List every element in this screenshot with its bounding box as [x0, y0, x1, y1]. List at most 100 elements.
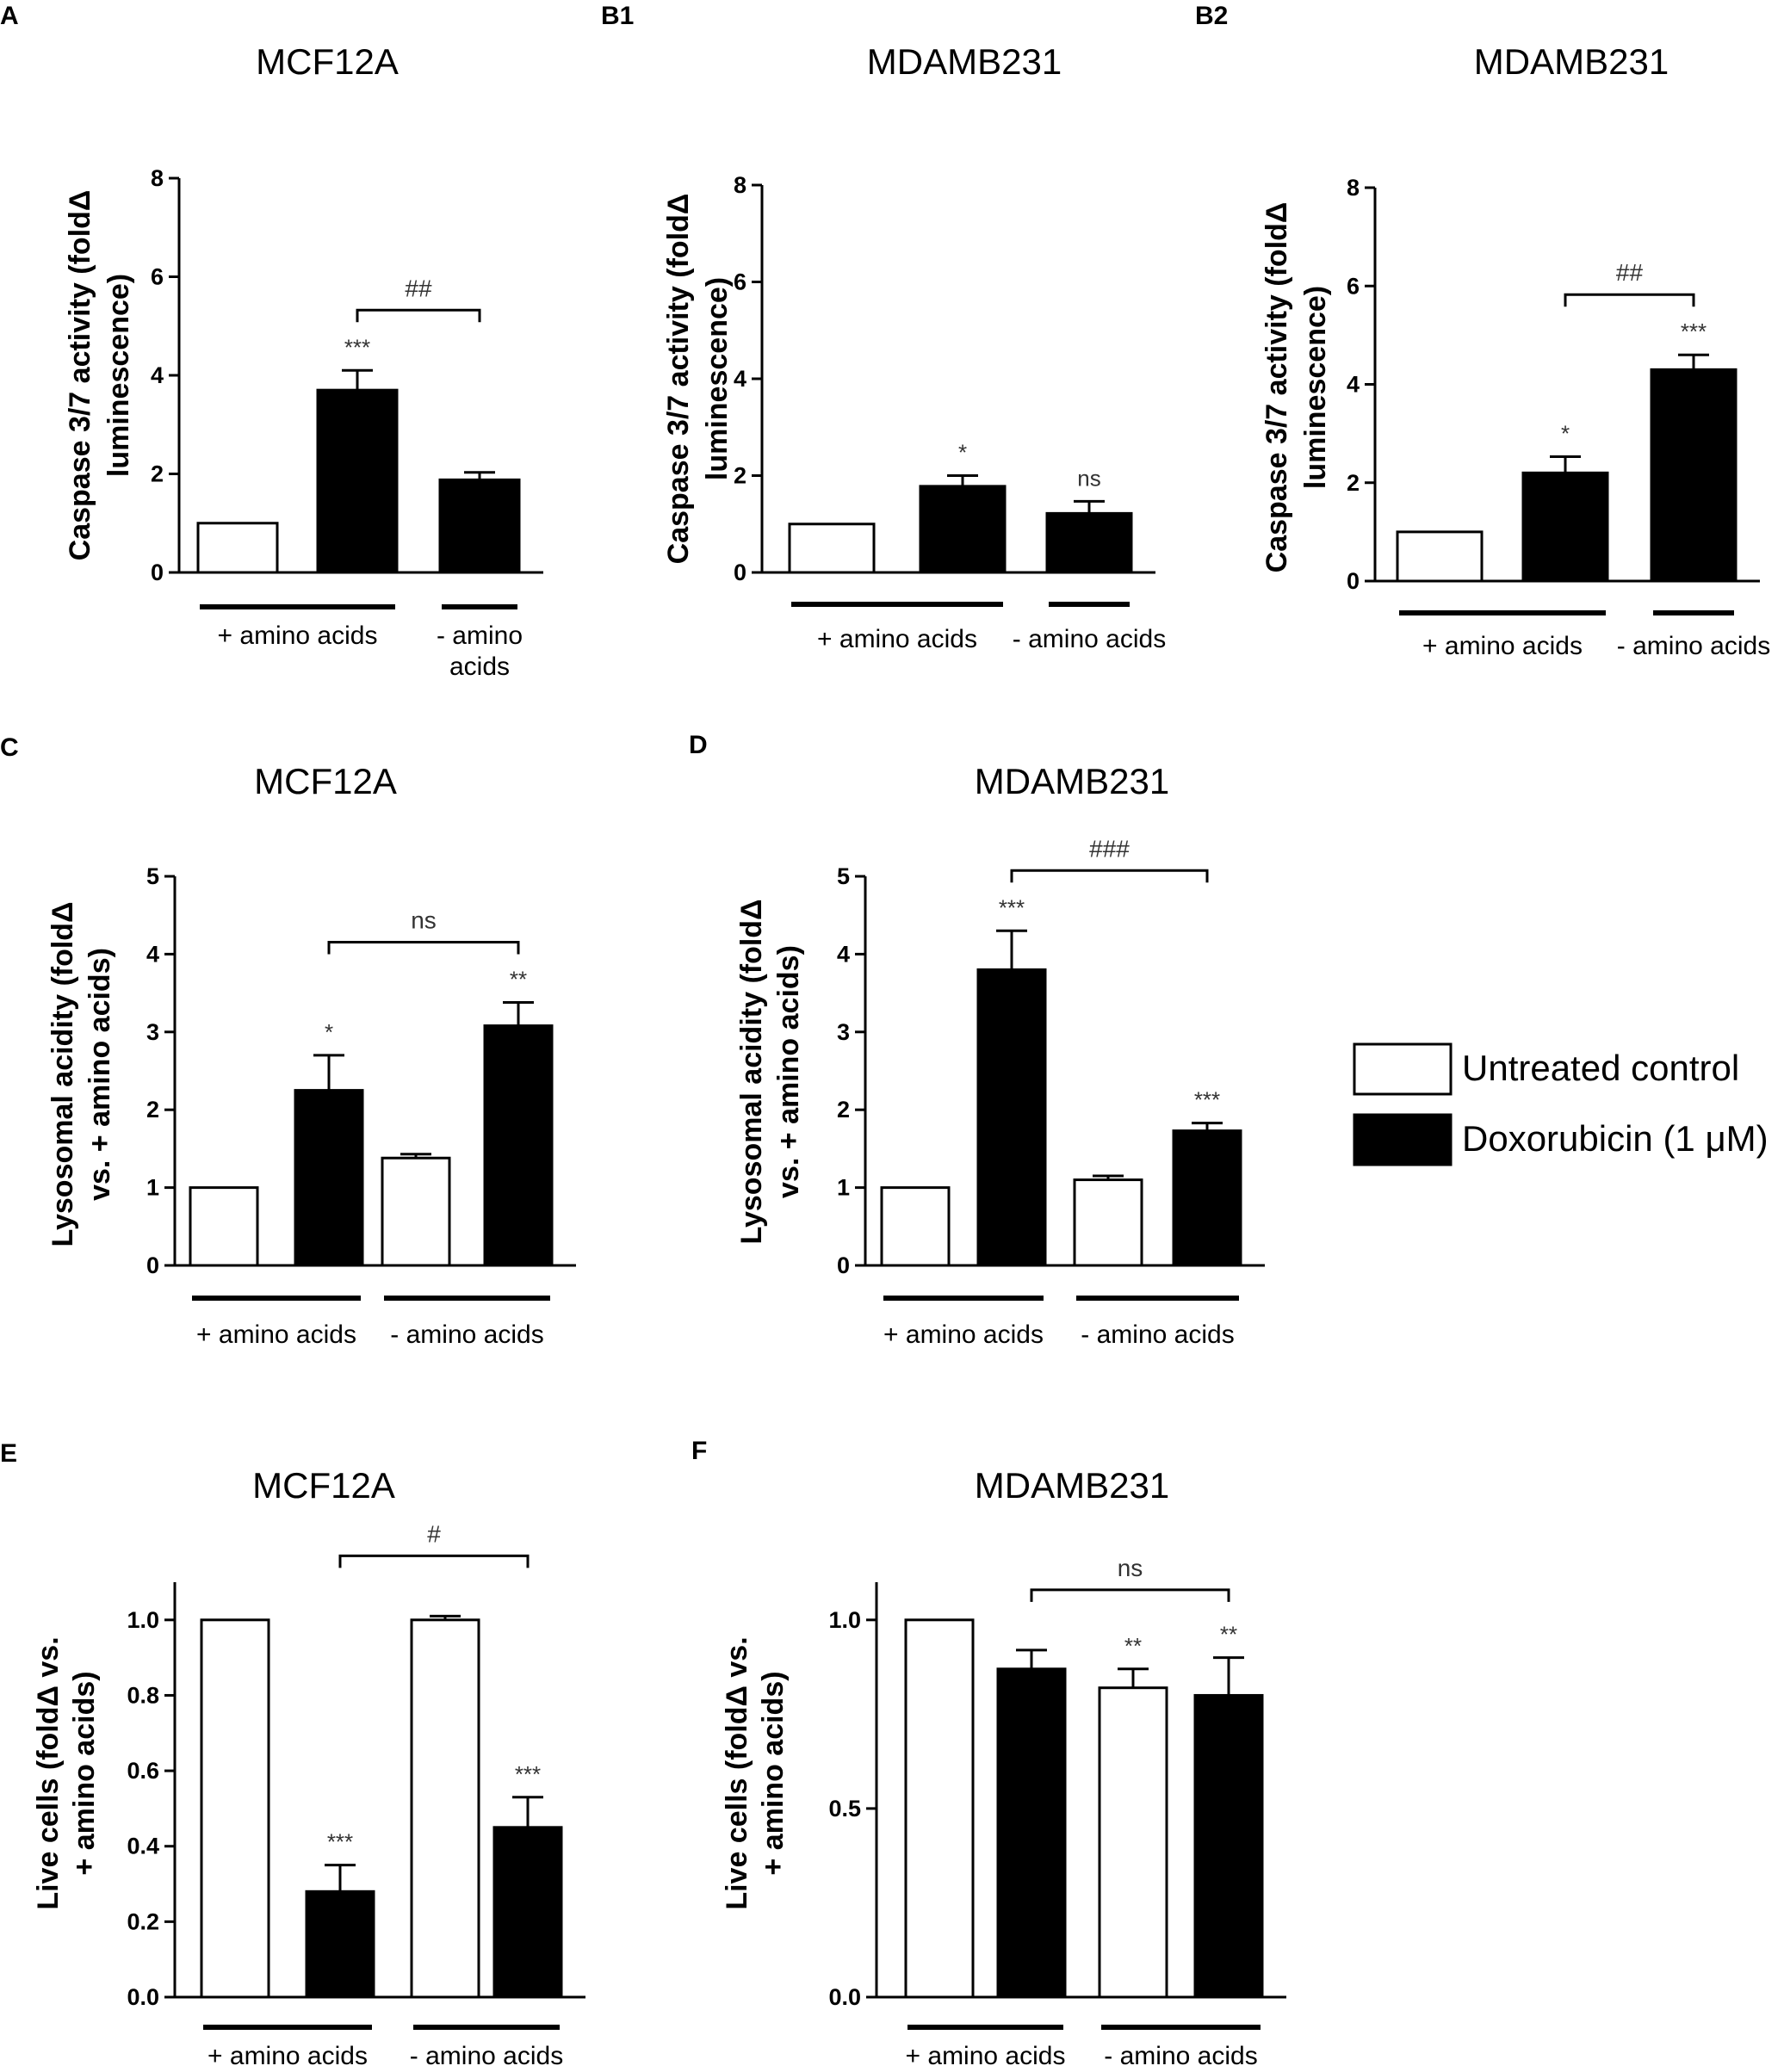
bar-control	[1073, 1178, 1143, 1267]
bar-doxorubicin	[316, 388, 399, 574]
y-tick-label: 1.0	[127, 1607, 159, 1633]
group-label: + amino acids	[218, 622, 378, 650]
y-axis-label: Lysosomal acidity (foldΔ	[735, 899, 768, 1244]
bar-doxorubicin	[294, 1089, 364, 1267]
bar-control	[410, 1618, 480, 1999]
y-tick-label: 8	[1347, 175, 1360, 201]
panel-b1: B1 MDAMB231 Caspase 3/7 activity (foldΔ lum…	[601, 2, 1166, 653]
chart-title: MDAMB231	[1474, 41, 1669, 82]
significance-label: ***	[515, 1761, 541, 1787]
y-tick-label: 0	[151, 560, 164, 585]
panel-a: A MCF12A Caspase 3/7 activity (foldΔ lumine…	[0, 2, 543, 681]
y-tick-label: 2	[734, 463, 746, 489]
chart-title: MCF12A	[252, 1465, 395, 1506]
panel-label: D	[689, 731, 708, 759]
bar-control	[189, 1186, 259, 1267]
bar-control	[880, 1186, 951, 1267]
y-tick-label: 2	[1347, 470, 1360, 496]
y-tick-label: 4	[146, 941, 159, 967]
y-tick-label: 4	[1347, 372, 1360, 398]
y-tick-label: 4	[837, 941, 850, 967]
y-tick-label: 0.2	[127, 1908, 159, 1934]
group-label: - amino acids	[1081, 1321, 1234, 1349]
group-label: - amino acids	[1013, 625, 1166, 653]
significance-label: **	[1124, 1633, 1142, 1659]
y-tick-label: 6	[734, 269, 746, 295]
chart-title: MDAMB231	[975, 1465, 1169, 1506]
bar-control	[788, 523, 876, 574]
group-label: + amino acids	[906, 2042, 1066, 2070]
y-axis-label: Caspase 3/7 activity (foldΔ	[64, 190, 96, 561]
bracket-label: ##	[1616, 259, 1644, 286]
y-tick-label: 4	[734, 366, 746, 392]
y-tick-label: 0.0	[828, 1984, 861, 2010]
y-tick-label: 0.8	[127, 1682, 159, 1708]
comparison-bracket	[1564, 293, 1695, 307]
bar-control	[381, 1156, 451, 1267]
chart-title: MDAMB231	[867, 41, 1062, 82]
group-label: + amino acids	[817, 625, 977, 653]
y-tick-label: 5	[146, 863, 159, 889]
y-tick-label: 2	[151, 461, 164, 487]
chart-title: MDAMB231	[975, 761, 1169, 801]
comparison-bracket	[327, 940, 520, 955]
bar-doxorubicin	[996, 1667, 1067, 1999]
group-label: - amino	[437, 622, 523, 650]
bar-control	[196, 522, 279, 574]
panel-b2: B2 MDAMB231 Caspase 3/7 activity (foldΔ lum…	[1195, 2, 1770, 660]
y-tick-label: 0.6	[127, 1758, 159, 1784]
panel-label: F	[691, 1437, 707, 1465]
significance-label: ***	[999, 894, 1025, 920]
panel-d: D MDAMB231 Lysosomal acidity (foldΔ vs. + a…	[689, 731, 1265, 1349]
panel-label: B1	[601, 2, 634, 30]
y-axis-label: vs. + amino acids)	[84, 948, 116, 1201]
bar-doxorubicin	[1521, 471, 1609, 583]
y-tick-label: 0	[837, 1252, 850, 1278]
significance-label: *	[325, 1019, 333, 1045]
group-label: + amino acids	[1422, 632, 1583, 660]
legend: Untreated control Doxorubicin (1 μM)	[1353, 1042, 1769, 1166]
comparison-bracket	[338, 1554, 530, 1568]
y-tick-label: 1.0	[828, 1607, 861, 1633]
bracket-label: ###	[1089, 835, 1130, 862]
y-axis-label: Live cells (foldΔ vs.	[721, 1636, 753, 1909]
y-tick-label: 2	[837, 1097, 850, 1123]
bracket-label: ns	[411, 906, 437, 933]
y-tick-label: 0.0	[127, 1984, 159, 2010]
bar-doxorubicin	[919, 485, 1007, 574]
y-tick-label: 0	[734, 560, 746, 585]
group-label: + amino acids	[208, 2042, 368, 2070]
bar-control	[200, 1618, 270, 1999]
bar-doxorubicin	[492, 1826, 563, 1999]
y-axis-label: Live cells (foldΔ vs.	[32, 1636, 65, 1909]
group-label: - amino acids	[1617, 632, 1770, 660]
legend-swatch-control	[1353, 1042, 1453, 1096]
y-tick-label: 0	[1347, 568, 1360, 594]
y-tick-label: 2	[146, 1097, 159, 1123]
chart-title: MCF12A	[254, 761, 397, 801]
bar-control	[904, 1618, 975, 1999]
group-label: - amino acids	[390, 1321, 543, 1349]
group-label: + amino acids	[196, 1321, 356, 1349]
significance-label: **	[510, 966, 527, 992]
bar-doxorubicin	[1650, 368, 1738, 583]
y-tick-label: 3	[146, 1019, 159, 1045]
y-axis-label: vs. + amino acids)	[772, 945, 805, 1198]
y-axis-label: luminescence)	[701, 277, 734, 480]
y-tick-label: 0.5	[828, 1796, 861, 1822]
y-tick-label: 3	[837, 1019, 850, 1045]
significance-label: ***	[327, 1829, 353, 1855]
y-axis-label: + amino acids)	[68, 1671, 101, 1875]
group-label: + amino acids	[883, 1321, 1044, 1349]
bracket-label: #	[427, 1520, 441, 1547]
comparison-bracket	[1010, 869, 1209, 883]
bar-control	[1098, 1686, 1168, 1999]
bar-doxorubicin	[1172, 1129, 1242, 1267]
bar-doxorubicin	[1045, 511, 1133, 574]
y-axis-label: luminescence)	[1299, 286, 1332, 489]
y-tick-label: 8	[734, 172, 746, 198]
legend-label: Untreated control	[1462, 1048, 1739, 1088]
bar-doxorubicin	[438, 478, 521, 574]
y-tick-label: 1	[146, 1175, 159, 1201]
group-label: acids	[449, 653, 510, 681]
